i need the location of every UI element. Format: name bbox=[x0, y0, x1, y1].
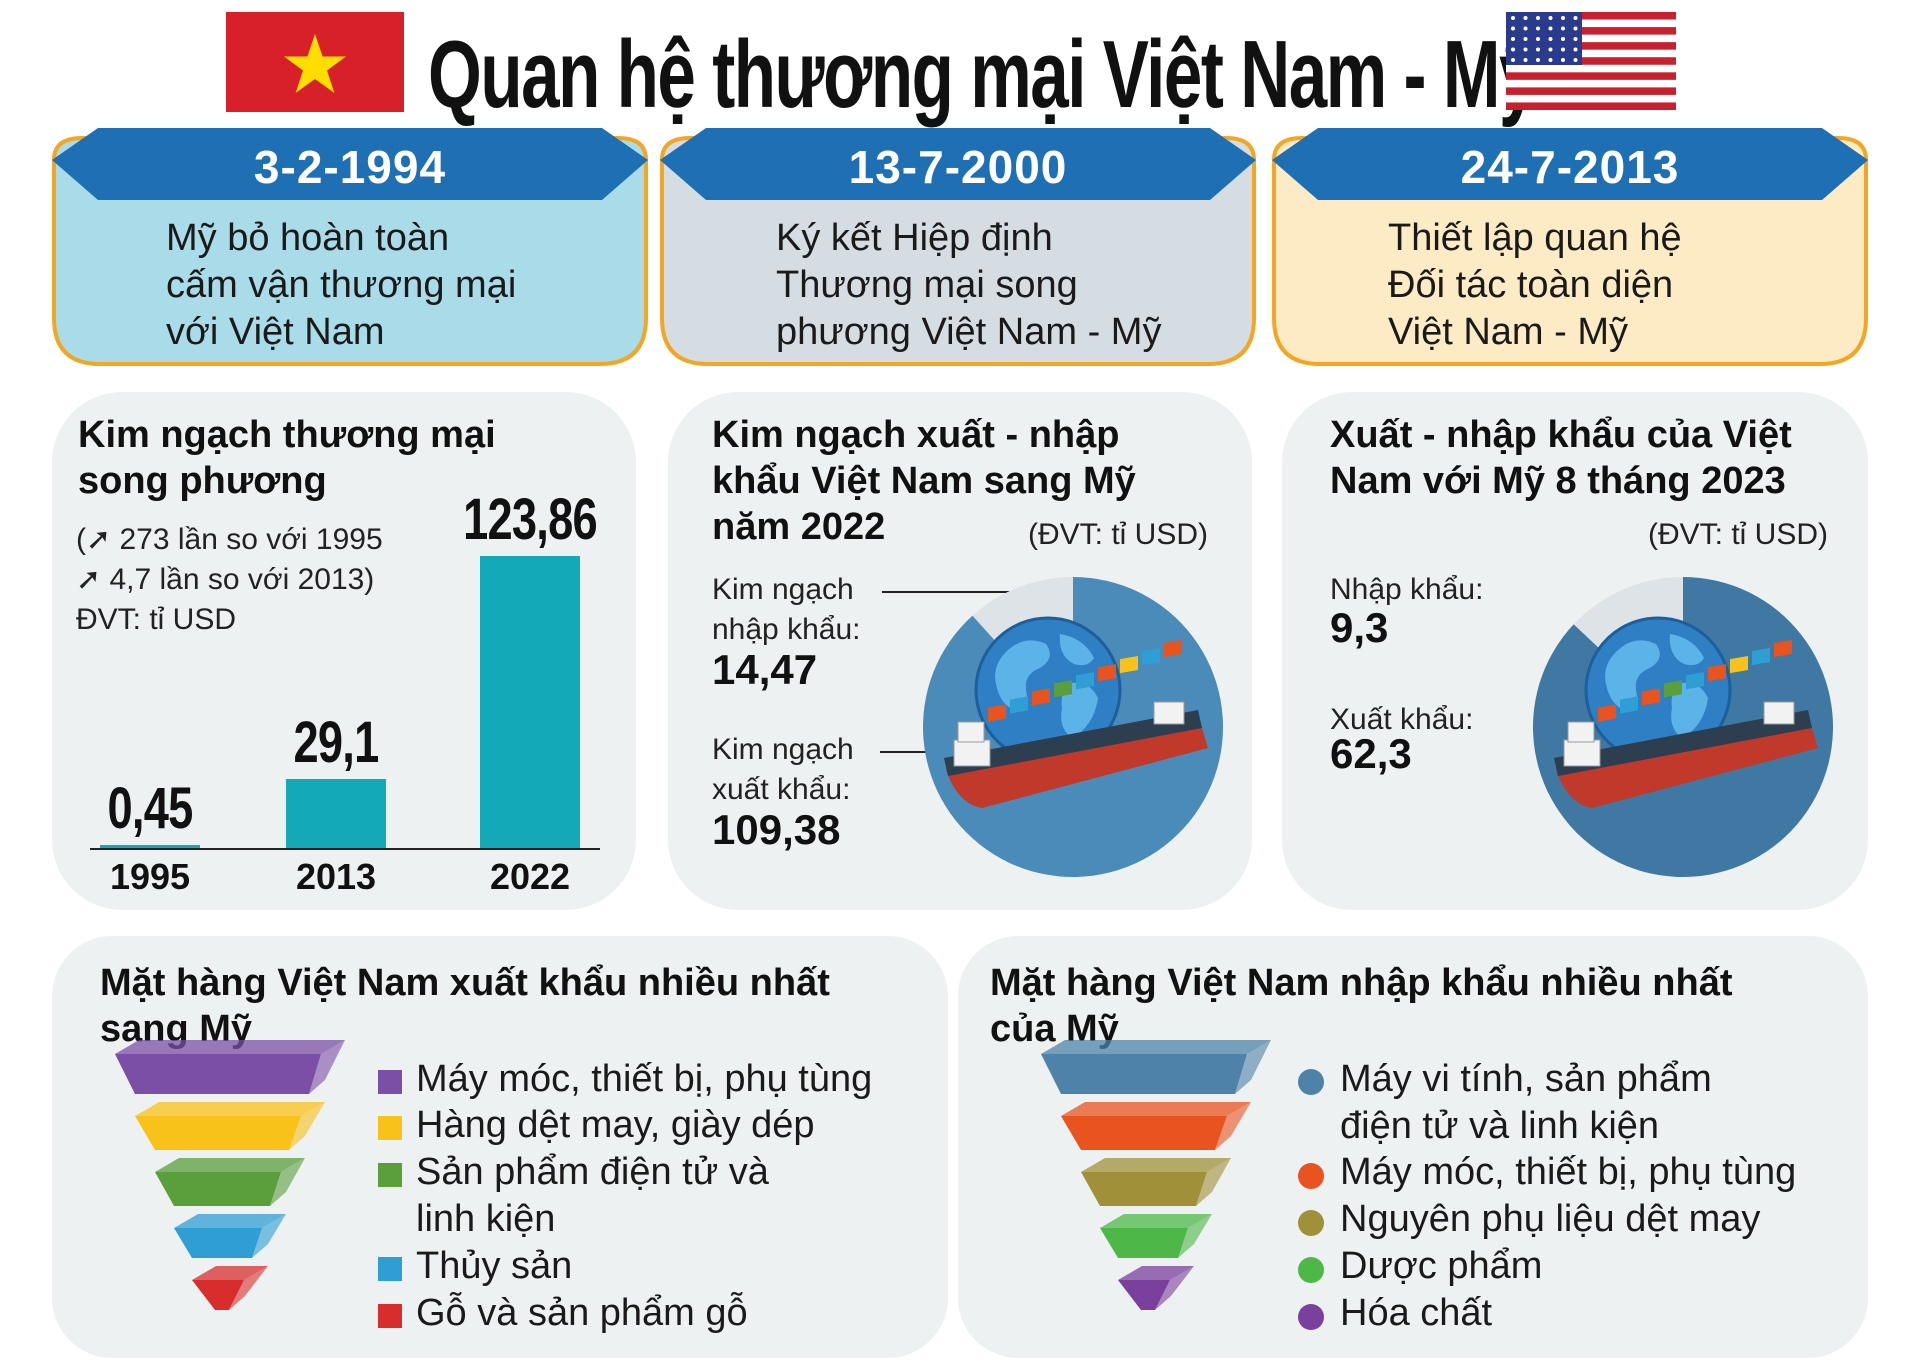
exim-2023-title: Xuất - nhập khẩu của Việt Nam với Mỹ 8 t… bbox=[1330, 414, 1792, 502]
funnel-layer bbox=[155, 1158, 305, 1206]
bilateral-bar-chart: 0,45 1995 29,1 2013 123,86 2022 bbox=[90, 480, 600, 900]
funnel-layer bbox=[1100, 1214, 1212, 1258]
cargo-ship-icon bbox=[944, 639, 1208, 808]
export-item: Hàng dệt may, giày dép bbox=[416, 1104, 815, 1146]
legend-dot bbox=[1298, 1069, 1324, 1095]
x-tick-label: 1995 bbox=[109, 856, 191, 897]
import-item: Hóa chất bbox=[1340, 1292, 1493, 1334]
exports-funnel-icon bbox=[115, 1040, 345, 1310]
exim-2022-title: Kim ngạch xuất - nhập khẩu Việt Nam sang… bbox=[712, 414, 1136, 548]
legend-swatch bbox=[378, 1070, 402, 1094]
bar bbox=[100, 845, 200, 848]
usa-flag-icon bbox=[1506, 12, 1676, 110]
bar bbox=[480, 556, 580, 848]
funnel-layer bbox=[1061, 1102, 1251, 1150]
timeline-description: Ký kết Hiệp định Thương mại song phương … bbox=[776, 217, 1162, 353]
funnel-layer bbox=[1081, 1158, 1231, 1206]
exim-2022-export-label: Kim ngạch xuất khẩu: bbox=[712, 733, 854, 806]
funnel-layer bbox=[115, 1040, 345, 1094]
export-item: Gỗ và sản phẩm gỗ bbox=[416, 1292, 748, 1334]
funnel-layer bbox=[192, 1266, 268, 1310]
export-item: Thủy sản bbox=[416, 1245, 573, 1287]
exim-2022-import-value: 14,47 bbox=[712, 646, 818, 693]
vietnam-flag-icon bbox=[226, 12, 404, 112]
funnel-layer bbox=[174, 1214, 286, 1258]
legend-swatch bbox=[378, 1257, 402, 1281]
exim-2023-pie-chart bbox=[1533, 577, 1833, 877]
bilateral-note: (➚ 273 lần so với 1995 ➚ 4,7 lần so với … bbox=[76, 523, 383, 636]
page-title: Quan hệ thương mại Việt Nam - Mỹ bbox=[428, 21, 1537, 128]
exim-2023-unit: (ĐVT: tỉ USD) bbox=[1648, 518, 1828, 551]
timeline-description: Mỹ bỏ hoàn toàn cấm vận thương mại với V… bbox=[166, 217, 517, 353]
exim-2022-export-value: 109,38 bbox=[712, 806, 841, 853]
bar-value-label: 29,1 bbox=[293, 710, 380, 776]
exim-2023-export-value: 62,3 bbox=[1330, 730, 1412, 777]
exim-2022-pie-chart bbox=[923, 577, 1223, 877]
cargo-ship-icon bbox=[1554, 639, 1818, 808]
exim-2022-unit: (ĐVT: tỉ USD) bbox=[1028, 518, 1208, 551]
legend-dot bbox=[1298, 1257, 1324, 1283]
timeline-date: 13-7-2000 bbox=[848, 141, 1068, 193]
legend-dot bbox=[1298, 1304, 1324, 1330]
legend-swatch bbox=[378, 1163, 402, 1187]
x-tick-label: 2022 bbox=[489, 856, 571, 897]
export-item: Máy móc, thiết bị, phụ tùng bbox=[416, 1058, 873, 1100]
legend-swatch bbox=[378, 1116, 402, 1140]
legend-swatch bbox=[378, 1304, 402, 1328]
bar-value-label: 0,45 bbox=[107, 776, 194, 841]
timeline-card-1994 bbox=[52, 128, 648, 366]
exim-2023-export-label: Xuất khẩu: bbox=[1330, 703, 1474, 736]
timeline-date: 3-2-1994 bbox=[253, 141, 447, 193]
x-axis-line bbox=[90, 848, 600, 850]
exim-2023-import-label: Nhập khẩu: bbox=[1330, 573, 1484, 606]
bar-value-label: 123,86 bbox=[463, 487, 597, 552]
import-item: Máy móc, thiết bị, phụ tùng bbox=[1340, 1151, 1797, 1193]
x-tick-label: 2013 bbox=[295, 856, 377, 897]
timeline-description: Thiết lập quan hệ Đối tác toàn diện Việt… bbox=[1388, 217, 1682, 353]
bilateral-title: Kim ngạch thương mại song phương bbox=[78, 414, 496, 502]
import-item: Nguyên phụ liệu dệt may bbox=[1340, 1198, 1761, 1240]
legend-dot bbox=[1298, 1163, 1324, 1189]
exim-2022-import-label: Kim ngạch nhập khẩu: bbox=[712, 573, 861, 646]
top-imports-title: Mặt hàng Việt Nam nhập khẩu nhiều nhất c… bbox=[990, 962, 1733, 1050]
export-item: Sản phẩm điện tử và linh kiện bbox=[416, 1151, 769, 1240]
timeline-date: 24-7-2013 bbox=[1460, 141, 1680, 193]
import-item: Máy vi tính, sản phẩm điện tử và linh ki… bbox=[1340, 1058, 1712, 1147]
funnel-layer bbox=[1041, 1040, 1271, 1094]
exim-2023-import-value: 9,3 bbox=[1330, 604, 1389, 651]
bar bbox=[286, 779, 386, 848]
top-exports-title: Mặt hàng Việt Nam xuất khẩu nhiều nhất s… bbox=[100, 962, 830, 1050]
funnel-layer bbox=[135, 1102, 325, 1150]
imports-funnel-icon bbox=[1041, 1040, 1271, 1310]
timeline-card-2013 bbox=[1272, 128, 1868, 366]
legend-dot bbox=[1298, 1210, 1324, 1236]
timeline-card-2000 bbox=[660, 128, 1256, 366]
funnel-layer bbox=[1118, 1266, 1194, 1310]
import-item: Dược phẩm bbox=[1340, 1245, 1543, 1287]
